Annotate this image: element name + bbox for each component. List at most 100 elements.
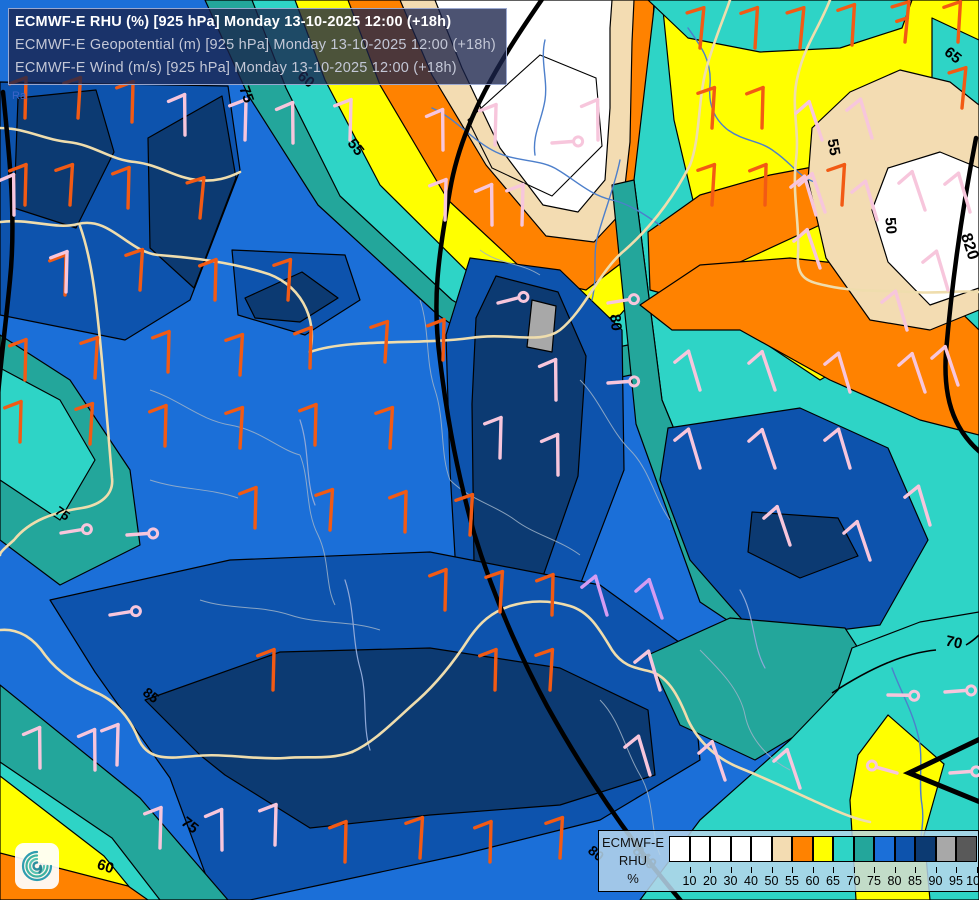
wind-barb-icon (428, 177, 448, 222)
wind-barb-icon (579, 97, 600, 142)
contour-label: 55 (824, 138, 844, 157)
inner-contours (467, 54, 603, 197)
legend-tick-label: 10 (682, 874, 697, 888)
wind-barb-icon (484, 569, 505, 614)
wind-barb-icon (100, 722, 120, 767)
wind-barb-icon (388, 489, 408, 534)
wind-barb-icon (148, 403, 168, 448)
geo-840 (434, 0, 684, 900)
legend-tick (935, 867, 937, 873)
wind-barb-icon (454, 492, 475, 537)
wind-barb-icon (550, 135, 585, 148)
wind-barb-icon (850, 179, 879, 222)
wind-barb-icon (0, 172, 16, 217)
wind-barb-icon (539, 432, 560, 477)
wind-barb-icon (108, 605, 142, 618)
rh-region-wet-gray-core (526, 299, 557, 353)
legend-swatch (874, 836, 895, 862)
wind-barb-icon (49, 249, 69, 294)
admin-line (149, 479, 239, 499)
contour-label: 50 (881, 217, 899, 235)
rh-region-left-turquoise (0, 367, 96, 521)
dry-inner-contour (467, 54, 603, 197)
wind-barb-icon (745, 85, 765, 130)
legend-tick (751, 867, 752, 873)
legend-tick-label: 70 (846, 874, 861, 888)
title-block: ECMWF-E RHU (%) [925 hPa] Monday 13-10-2… (8, 8, 507, 85)
wind-barbs (0, 0, 979, 864)
wind-barb-icon (404, 815, 425, 860)
legend-swatch (956, 836, 977, 862)
contour-label: 60 (95, 856, 116, 877)
legend-swatch (894, 836, 915, 862)
wind-barb-icon (880, 289, 909, 332)
wind-barb-icon (258, 802, 278, 847)
wind-barb-icon (785, 6, 806, 50)
wind-barb-icon (59, 523, 93, 536)
rh-region-bc-navy (144, 647, 656, 829)
country-border (0, 628, 354, 760)
admin-line (299, 454, 336, 606)
legend-swatch (771, 836, 792, 862)
contour-label: 75 (235, 84, 257, 105)
contour-label: 80 (606, 313, 625, 331)
wind-barb-icon (673, 427, 702, 470)
wind-barb-icon (478, 102, 498, 147)
legend-tick-label: 60 (805, 874, 820, 888)
legend-tick (812, 867, 814, 873)
river (344, 579, 371, 751)
wind-barb-icon (537, 357, 558, 402)
admin-line (149, 389, 301, 456)
wind-barb-icon (696, 85, 717, 130)
wind-barb-icon (673, 349, 702, 392)
wind-barb-icon (739, 5, 760, 50)
wind-barb-icon (74, 401, 95, 446)
river (431, 107, 661, 226)
wind-barb-icon (21, 725, 42, 770)
wind-barb-icon (747, 349, 777, 392)
wind-barb-icon (890, 0, 911, 44)
wind-barb-icon (256, 647, 276, 692)
legend-swatch (689, 836, 710, 862)
legend-tick (833, 867, 834, 873)
legend-tick-label: 30 (723, 874, 738, 888)
country-border (0, 224, 114, 557)
wind-barb-icon (333, 97, 353, 142)
wind-barb-icon (369, 319, 390, 364)
wind-barb-icon (623, 734, 652, 777)
wind-barb-icon (606, 375, 641, 388)
wind-barb-icon (697, 739, 727, 782)
legend-tick (730, 867, 732, 873)
wind-barb-icon (634, 577, 664, 620)
rh-region-tr-white (871, 151, 979, 306)
wind-barb-icon (823, 427, 852, 470)
wind-barb-icon (125, 527, 160, 540)
wind-barb-icon (328, 819, 348, 864)
legend-tick-label: 20 (703, 874, 717, 888)
geo-left (0, 89, 15, 397)
place-label: Ra (12, 90, 27, 102)
legend-swatch (833, 836, 854, 862)
wind-barb-icon (535, 572, 555, 617)
legend-tick (976, 867, 978, 873)
geo-trough (902, 736, 979, 805)
wind-barb-icon (792, 227, 822, 270)
wind-barb-icon (426, 317, 446, 362)
wind-barb-icon (948, 765, 979, 778)
admin-line (699, 649, 791, 771)
wind-barb-icon (842, 519, 872, 562)
legend-swatch (915, 836, 936, 862)
country-border (308, 0, 732, 354)
legend-labels: ECMWF-E RHU % (599, 831, 667, 894)
legend-tick-label: 90 (928, 874, 943, 888)
legend-tick-label: 80 (887, 874, 902, 888)
wind-barb-icon (747, 427, 777, 470)
wind-barb-icon (151, 329, 171, 374)
wind-barb-icon (897, 351, 927, 394)
admin-line (419, 299, 451, 481)
wind-barb-icon (76, 727, 97, 772)
wind-barb-icon (930, 344, 960, 387)
wind-barb-icon (8, 162, 28, 207)
legend-tick-label: 85 (908, 874, 922, 888)
